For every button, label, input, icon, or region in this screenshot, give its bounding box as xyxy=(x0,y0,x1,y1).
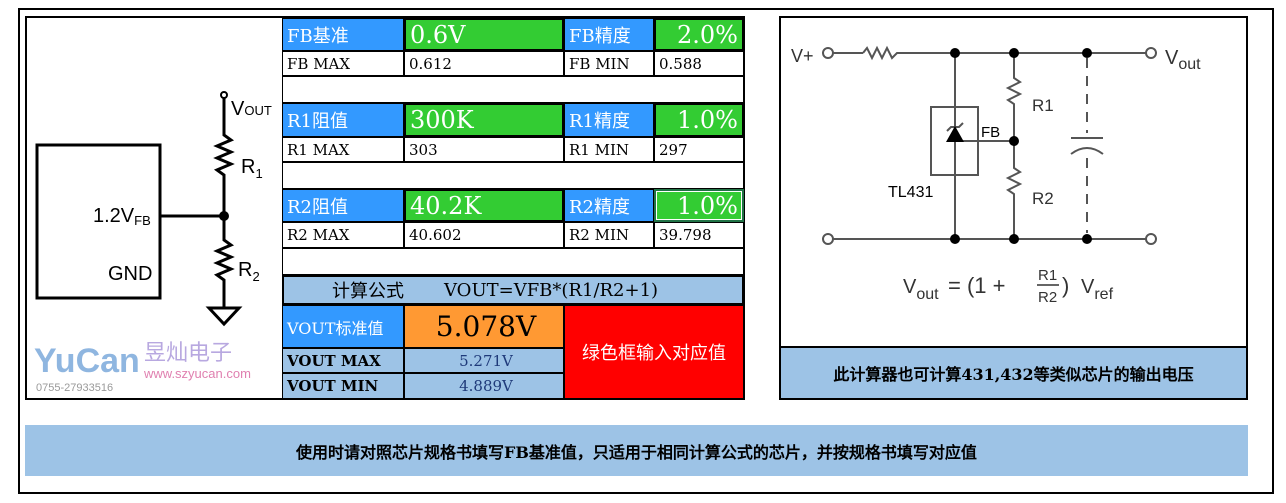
svg-text:= (1 +: = (1 + xyxy=(948,273,1005,298)
usage-note-banner: 使用时请对照芯片规格书填写FB基准值，只适用于相同计算公式的芯片，并按规格书填写… xyxy=(25,425,1248,476)
fb-max-value: 0.612 xyxy=(404,51,564,76)
r1-min-value: 297 xyxy=(654,137,744,162)
fb-min-label: FB MIN xyxy=(564,51,654,76)
r2-input[interactable]: 40.2K xyxy=(404,189,564,222)
r1-max-value: 303 xyxy=(404,137,564,162)
vplus-label: V+ xyxy=(791,46,814,66)
vout-max-label: VOUT MAX xyxy=(282,348,404,373)
vout-label: Vout xyxy=(1165,47,1201,73)
tl431-panel: V+ Vout R1 R2 FB TL431 Vout = (1 + R1 R2… xyxy=(779,16,1248,400)
r2-max-label: R2 MAX xyxy=(282,222,404,248)
fb-label: FB xyxy=(981,124,1000,141)
svg-text:Vout: Vout xyxy=(903,276,939,303)
r1-label: R1阻值 xyxy=(282,103,404,137)
vout-max-value: 5.271V xyxy=(404,348,564,373)
vout-result: 5.078V xyxy=(404,305,564,348)
r2-precision-input[interactable]: 1.0% xyxy=(654,189,744,222)
r1-precision-label: R1精度 xyxy=(564,103,654,137)
formula-label: 计算公式 xyxy=(332,281,404,302)
fb-precision-input[interactable]: 2.0% xyxy=(654,18,744,51)
formula-row: 计算公式 VOUT=VFB*(R1/R2+1) xyxy=(282,275,744,305)
r1-label: R1 xyxy=(241,156,263,181)
svg-text:): ) xyxy=(1062,273,1069,298)
r2-label: R2 xyxy=(1032,189,1054,208)
gnd-pin-label: GND xyxy=(108,263,152,285)
input-note: 绿色框输入对应值 xyxy=(564,305,744,399)
left-circuit-diagram: VOUT R1 R2 1.2VFB GND xyxy=(35,91,272,327)
spacer-row xyxy=(282,162,744,189)
r2-precision-label: R2精度 xyxy=(564,189,654,222)
svg-text:R1: R1 xyxy=(1038,267,1057,284)
vout-equation: Vout = (1 + R1 R2 ) Vref xyxy=(903,267,1114,306)
vout-label: VOUT标准值 xyxy=(282,305,404,348)
outer-frame xyxy=(18,8,1274,494)
r1-label: R1 xyxy=(1032,96,1054,115)
svg-text:R2: R2 xyxy=(1038,289,1057,306)
fb-min-value: 0.588 xyxy=(654,51,744,76)
fb-max-label: FB MAX xyxy=(282,51,404,76)
r1-min-label: R1 MIN xyxy=(564,137,654,162)
fb-label: FB基准 xyxy=(282,18,404,51)
r2-label: R2 xyxy=(238,259,260,284)
tl431-circuit-diagram: V+ Vout R1 R2 FB TL431 Vout = (1 + R1 R2… xyxy=(791,45,1201,306)
vout-min-label: VOUT MIN xyxy=(282,373,404,399)
vout-label: VOUT xyxy=(231,98,272,120)
r1-precision-input[interactable]: 1.0% xyxy=(654,103,744,137)
tl431-caption: 此计算器也可计算431,432等类似芯片的输出电压 xyxy=(781,346,1246,398)
fb-input[interactable]: 0.6V xyxy=(404,18,564,51)
spacer-row xyxy=(282,76,744,103)
tl431-label: TL431 xyxy=(888,184,933,201)
r2-label: R2阻值 xyxy=(282,189,404,222)
formula-text: VOUT=VFB*(R1/R2+1) xyxy=(444,279,659,301)
r1-input[interactable]: 300K xyxy=(404,103,564,137)
fb-precision-label: FB精度 xyxy=(564,18,654,51)
calculator-panel xyxy=(25,16,745,400)
spacer-row xyxy=(282,248,744,275)
r2-min-label: R2 MIN xyxy=(564,222,654,248)
svg-text:Vref: Vref xyxy=(1081,276,1114,303)
fb-pin-label: 1.2VFB xyxy=(93,205,151,228)
vout-min-value: 4.889V xyxy=(404,373,564,399)
r2-min-value: 39.798 xyxy=(654,222,744,248)
r1-max-label: R1 MAX xyxy=(282,137,404,162)
r2-max-value: 40.602 xyxy=(404,222,564,248)
